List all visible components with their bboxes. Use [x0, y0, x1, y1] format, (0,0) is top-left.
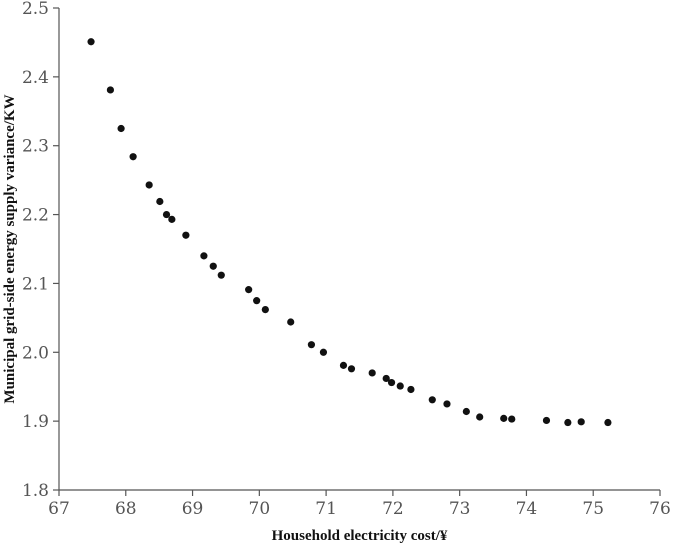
x-tick-label: 67 [48, 499, 70, 519]
data-point [396, 382, 404, 390]
data-point [368, 369, 376, 377]
y-axis-title: Municipal grid-side energy supply varian… [2, 94, 18, 403]
data-point [500, 414, 508, 422]
data-point [443, 400, 451, 408]
data-point [145, 181, 153, 189]
data-point [428, 396, 436, 404]
y-tick-label: 2.3 [22, 137, 49, 157]
data-point [387, 378, 396, 387]
data-point [87, 38, 95, 46]
data-point [261, 305, 269, 314]
x-tick-label: 72 [382, 499, 404, 519]
y-tick-label: 2.4 [22, 68, 49, 88]
data-point [168, 215, 176, 223]
data-point [462, 407, 470, 416]
data-point [182, 231, 190, 239]
data-point [542, 416, 551, 425]
x-tick-label: 73 [449, 499, 471, 519]
data-points [87, 38, 612, 427]
data-point [339, 361, 348, 369]
y-tick-label: 1.9 [22, 412, 49, 432]
x-tick-label: 74 [516, 499, 538, 519]
y-tick-label: 2.5 [22, 0, 49, 19]
x-tick-label: 71 [315, 499, 337, 519]
data-point [508, 415, 516, 423]
x-tick-label: 70 [249, 499, 271, 519]
y-tick-label: 2.1 [22, 274, 49, 294]
plot-area: 67 68 69 70 71 72 73 74 75 76 1.8 1.9 2.0 2.1 2.2 2.3 2… [22, 0, 671, 519]
data-point [347, 365, 356, 373]
data-point [319, 348, 328, 356]
x-axis-title: Household electricity cost/¥ [272, 528, 448, 544]
y-tick-label: 2.0 [22, 343, 49, 363]
y-tick-label: 1.8 [22, 481, 49, 501]
data-point [217, 271, 225, 279]
x-tick-label: 68 [115, 499, 137, 519]
data-point [209, 262, 217, 270]
data-point [407, 385, 415, 394]
data-point [564, 418, 572, 427]
y-tick-label: 2.2 [22, 206, 49, 226]
data-point [129, 153, 137, 161]
data-point [307, 341, 316, 349]
x-tick-label: 76 [649, 499, 671, 519]
x-tick-label: 69 [182, 499, 204, 519]
y-axis-ticks: 1.8 1.9 2.0 2.1 2.2 2.3 2.4 2.5 [22, 0, 59, 501]
data-point [245, 286, 253, 294]
data-point [253, 297, 261, 305]
data-point [577, 418, 585, 426]
data-point [156, 197, 164, 206]
data-point [604, 418, 612, 427]
x-axis-ticks: 67 68 69 70 71 72 73 74 75 76 [48, 490, 671, 519]
data-point [106, 86, 115, 94]
data-point [117, 124, 125, 133]
x-tick-label: 75 [582, 499, 604, 519]
data-point [287, 318, 295, 326]
data-point [200, 252, 208, 260]
data-point [476, 413, 484, 421]
data-point [162, 210, 171, 219]
data-point [382, 374, 390, 383]
